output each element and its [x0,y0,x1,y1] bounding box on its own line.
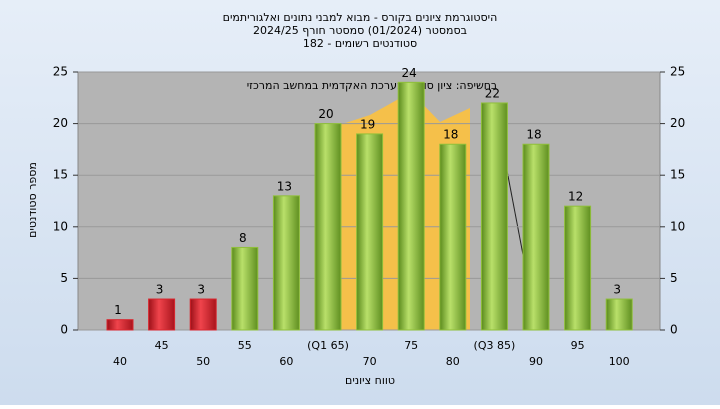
value-label: 3 [156,283,164,297]
bar [605,298,633,331]
bar [397,81,425,331]
y-tick-label: 20 [53,116,68,130]
value-label: 22 [485,86,500,100]
y-axis-label: מספר סטודנטים [26,162,39,238]
x-tick-label: 45 [155,339,169,352]
y-tick-label: 15 [53,168,68,182]
chart-subtitle: סטודנטים רשומים - 182 [303,37,417,50]
bar [522,143,550,331]
value-label: 24 [402,66,417,80]
y2-tick-label: 15 [670,168,685,182]
x-tick-label: 100 [609,355,630,368]
bar [564,205,592,331]
y2-tick-label: 20 [670,116,685,130]
x-axis-label: טווח ציונים [345,374,395,387]
bar [356,133,384,331]
bar [480,102,508,331]
chart-subtitle: בסמסטר (01/2024) סמסטר חורף 2024/25 [253,24,467,37]
value-label: 3 [613,283,621,297]
marker-line [504,159,525,261]
chart-title: היסטוגרמת ציונים בקורס - מבוא למבני נתונ… [223,11,498,24]
value-label: 1 [114,303,122,317]
x-tick-label: 90 [529,355,543,368]
value-label: 20 [318,107,333,121]
x-tick-label: 40 [113,355,127,368]
value-label: 13 [277,179,292,193]
y-tick-label: 0 [60,323,68,337]
x-tick-label: 50 [196,355,210,368]
bar [314,123,342,331]
value-label: 8 [239,231,247,245]
x-tick-label: 55 [238,339,252,352]
y2-tick-label: 5 [670,271,678,285]
bar [106,319,134,331]
value-label: 18 [526,128,541,142]
annotation: בחשיפה: ציון סופי במערכת האקדמית במחשב ה… [247,79,498,92]
bar [148,298,176,331]
y-tick-label: 5 [60,271,68,285]
y2-tick-label: 10 [670,219,685,233]
x-tick-label: 70 [363,355,377,368]
x-tick-label: 75 [404,339,418,352]
x-tick-label: (Q1 65) [307,339,349,352]
y2-tick-label: 25 [670,65,685,79]
value-label: 3 [197,283,205,297]
bar [189,298,217,331]
x-tick-label: 95 [571,339,585,352]
x-tick-label: 60 [279,355,293,368]
x-tick-label: 80 [446,355,460,368]
value-label: 18 [443,128,458,142]
bar [439,143,467,331]
x-tick-label: (Q3 85) [474,339,516,352]
y-tick-label: 10 [53,219,68,233]
bar [272,195,300,331]
bar [231,246,259,331]
y2-tick-label: 0 [670,323,678,337]
y-tick-label: 25 [53,65,68,79]
value-label: 12 [568,190,583,204]
value-label: 19 [360,117,375,131]
